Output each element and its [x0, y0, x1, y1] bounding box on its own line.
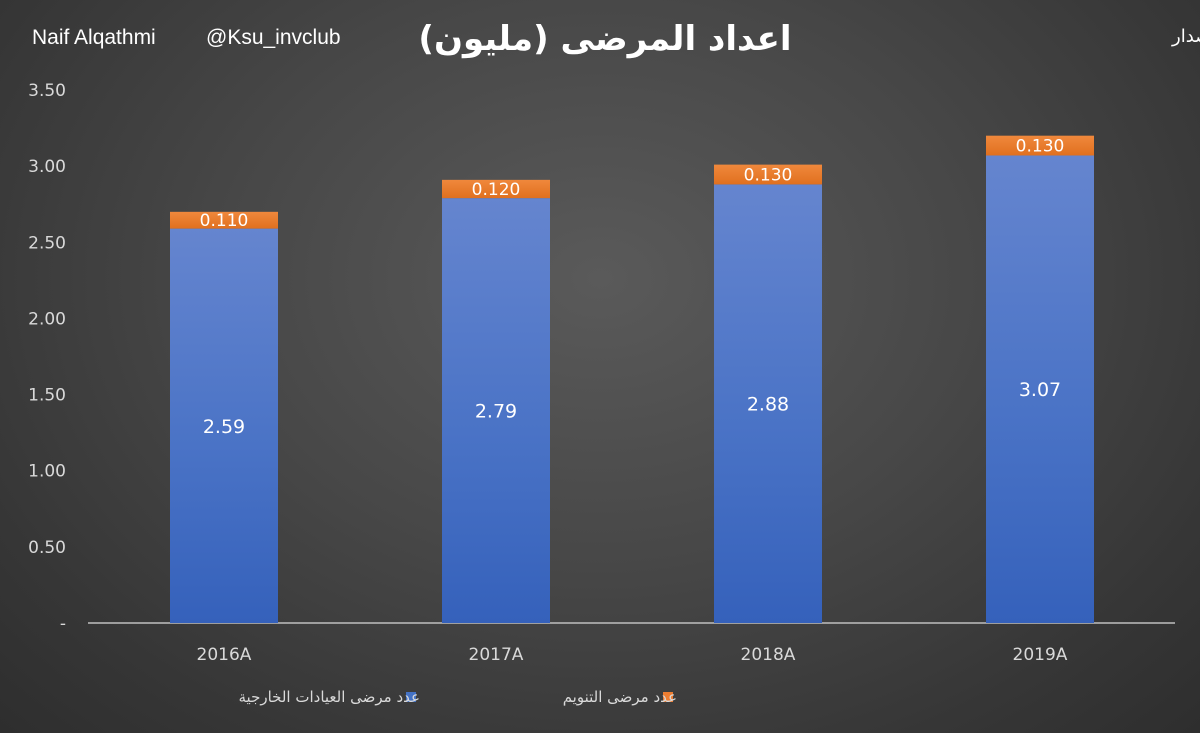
handle-credit: @Ksu_invclub	[206, 26, 341, 49]
y-tick-label: 2.50	[28, 233, 66, 253]
bars-group: 2.59 0.110 2.79 0.120 2.88 0.130 3.07 0.130	[170, 135, 1094, 624]
y-tick-label: 2.00	[28, 309, 66, 329]
bar-outpatients-2016A	[170, 228, 278, 623]
author-credit: Naif Alqathmi	[32, 26, 156, 49]
bar-outpatients-2018A	[714, 184, 822, 623]
data-label-outpatients-2017A: 2.79	[475, 401, 517, 423]
legend-label-outpatients: عدد مرضى العيادات الخارجية	[239, 688, 420, 706]
legend-label-inpatients: عدد مرضى التنويم	[563, 688, 677, 706]
y-tick-label: 1.00	[28, 462, 66, 482]
data-label-inpatients-2019A: 0.130	[1016, 137, 1065, 157]
y-tick-label: 3.50	[28, 81, 66, 101]
data-label-inpatients-2016A: 0.110	[200, 211, 249, 231]
legend-swatch-inpatients	[663, 692, 673, 702]
y-tick-label: 0.50	[28, 538, 66, 558]
bar-inpatients-2018A	[714, 164, 822, 185]
legend: عدد مرضى العيادات الخارجية عدد مرضى التن…	[239, 688, 677, 706]
y-tick-label: 3.00	[28, 157, 66, 177]
y-axis-ticks: - 0.50 1.00 1.50 2.00 2.50 3.00 3.50	[28, 81, 66, 634]
y-tick-label: 1.50	[28, 386, 66, 406]
data-label-outpatients-2018A: 2.88	[747, 394, 789, 416]
bar-inpatients-2017A	[442, 179, 550, 199]
chart-title: اعداد المرضى (مليون)	[418, 19, 791, 59]
data-label-inpatients-2017A: 0.120	[472, 180, 521, 200]
legend-swatch-outpatients	[406, 692, 416, 702]
x-category-label: 2017A	[469, 645, 524, 665]
bar-inpatients-2016A	[170, 211, 278, 229]
x-axis-categories: 2016A 2017A 2018A 2019A	[197, 645, 1068, 665]
x-category-label: 2018A	[741, 645, 796, 665]
source-note: المصدر:نشرة الاصدار	[1171, 26, 1200, 47]
data-label-inpatients-2018A: 0.130	[744, 166, 793, 186]
bar-outpatients-2019A	[986, 155, 1094, 624]
data-label-outpatients-2019A: 3.07	[1019, 379, 1061, 401]
data-label-outpatients-2016A: 2.59	[203, 416, 245, 438]
bar-outpatients-2017A	[442, 198, 550, 623]
x-category-label: 2016A	[197, 645, 252, 665]
y-tick-label: -	[60, 614, 66, 634]
bar-inpatients-2019A	[986, 135, 1094, 156]
x-category-label: 2019A	[1013, 645, 1068, 665]
